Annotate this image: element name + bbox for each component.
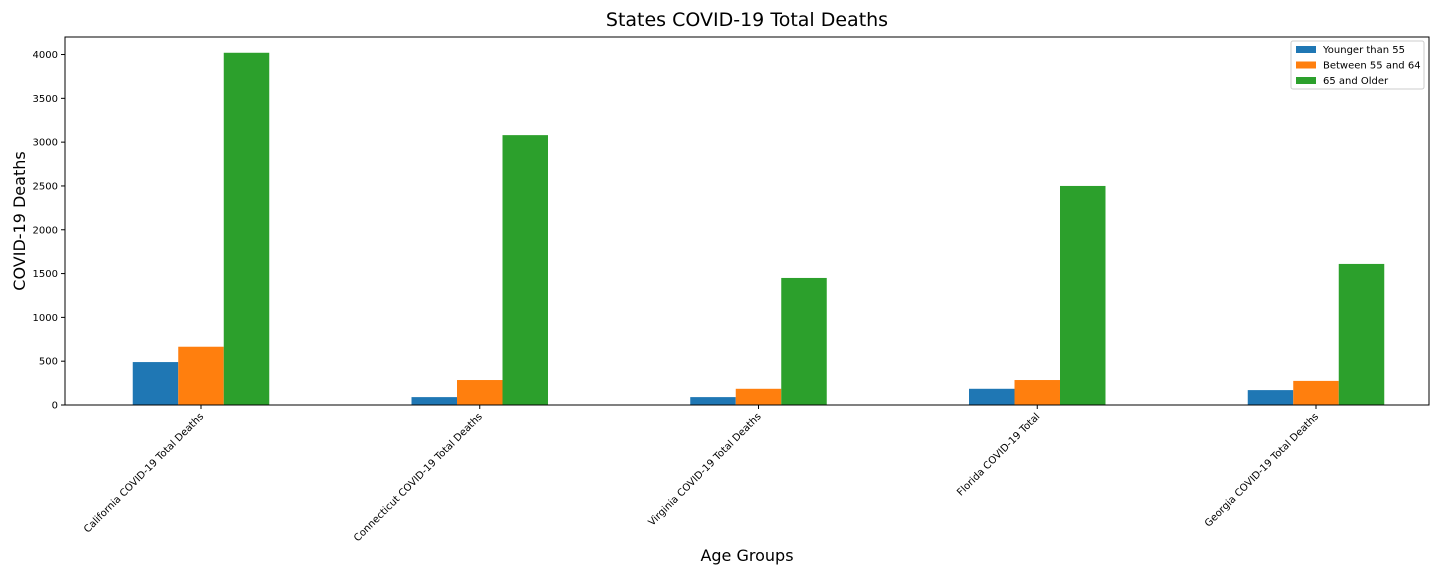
x-tick-label: Georgia COVID-19 Total Deaths [1203,411,1321,529]
bar-between-55-and-64-1 [457,380,503,405]
bar-65-and-older-1 [502,135,548,405]
legend-box [1290,40,1425,90]
x-tick-label: Virginia COVID-19 Total Deaths [647,411,764,528]
bar-between-55-and-64-3 [1014,380,1060,405]
bar-between-55-and-64-0 [178,346,224,405]
bar-between-55-and-64-2 [735,388,782,405]
x-tick-label: California COVID-19 Total Deaths [82,411,206,535]
y-tick-label: 1000 [33,313,58,324]
legend-label: Younger than 55 [1322,45,1405,56]
plot-area [65,37,1429,405]
plot-background [65,37,1429,405]
bar-younger-than-55-1 [411,397,457,405]
bar-65-and-older-2 [781,277,827,405]
y-tick-label: 3000 [33,138,58,149]
bar-younger-than-55-0 [132,362,179,405]
legend-label: Between 55 and 64 [1323,61,1421,72]
bar-younger-than-55-2 [690,397,736,405]
plot-frame [64,36,1430,406]
bar-65-and-older-3 [1060,185,1106,405]
y-tick-label: 4000 [33,50,58,61]
legend-label: 65 and Older [1323,76,1389,87]
x-tick-label: Florida COVID-19 Total [955,411,1042,498]
legend-swatch [1296,77,1316,84]
y-tick-label: 500 [39,357,58,368]
legend: Younger than 55 Between 55 and 64 65 and O… [1290,40,1425,90]
bar-65-and-older-0 [223,52,270,406]
y-axis-label: COVID-19 Deaths [10,151,29,290]
chart-title: States COVID-19 Total Deaths [606,9,888,31]
y-tick-label: 2000 [33,225,58,236]
bars [132,52,1385,406]
x-tick-label: Connecticut COVID-19 Total Deaths [352,411,485,544]
y-tick-label: 0 [52,401,58,412]
bar-younger-than-55-4 [1247,390,1294,405]
x-axis: California COVID-19 Total Deaths Connecti… [82,405,1321,544]
x-axis-label: Age Groups [700,546,793,565]
y-tick-label: 1500 [33,269,58,280]
bar-between-55-and-64-4 [1293,380,1339,405]
bar-younger-than-55-3 [969,388,1015,405]
legend-swatch [1296,61,1316,69]
bar-65-and-older-4 [1338,263,1385,405]
y-tick-label: 3500 [33,94,58,105]
y-axis: 0 500 1000 1500 2000 2500 3000 3500 4000 [33,50,65,412]
y-tick-label: 2500 [33,181,58,192]
legend-swatch [1296,46,1316,53]
